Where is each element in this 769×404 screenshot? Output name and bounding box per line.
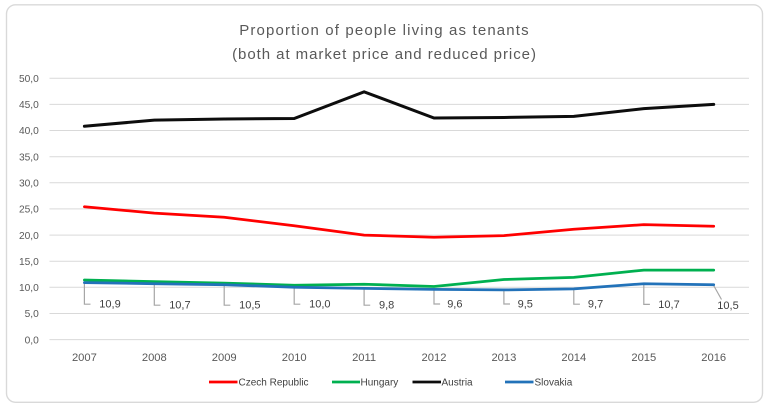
- svg-text:2007: 2007: [72, 352, 97, 364]
- svg-text:30,0: 30,0: [19, 179, 39, 190]
- svg-text:9,6: 9,6: [447, 299, 462, 311]
- svg-text:25,0: 25,0: [19, 205, 39, 216]
- svg-text:10,9: 10,9: [99, 299, 120, 311]
- svg-text:40,0: 40,0: [19, 126, 39, 137]
- svg-text:50,0: 50,0: [19, 74, 39, 85]
- svg-text:2009: 2009: [212, 352, 237, 364]
- svg-text:10,7: 10,7: [658, 299, 679, 311]
- svg-text:2008: 2008: [142, 352, 167, 364]
- svg-text:10,5: 10,5: [239, 300, 260, 312]
- svg-text:45,0: 45,0: [19, 100, 39, 111]
- svg-text:2012: 2012: [422, 352, 447, 364]
- svg-text:2016: 2016: [701, 352, 726, 364]
- svg-text:Austria: Austria: [442, 378, 474, 389]
- svg-text:10,7: 10,7: [169, 300, 190, 312]
- svg-text:9,7: 9,7: [588, 299, 603, 311]
- svg-text:Proportion of people living as: Proportion of people living as tenants: [239, 22, 530, 39]
- svg-text:10,0: 10,0: [309, 299, 330, 311]
- svg-text:35,0: 35,0: [19, 152, 39, 163]
- svg-text:9,8: 9,8: [379, 300, 394, 312]
- svg-text:10,0: 10,0: [19, 283, 39, 294]
- svg-text:Czech Republic: Czech Republic: [239, 378, 309, 389]
- svg-text:Hungary: Hungary: [361, 378, 399, 389]
- svg-text:2015: 2015: [631, 352, 656, 364]
- svg-text:2014: 2014: [561, 352, 586, 364]
- svg-text:0,0: 0,0: [25, 335, 39, 346]
- svg-text:2010: 2010: [282, 352, 307, 364]
- svg-text:2011: 2011: [352, 352, 376, 364]
- svg-text:20,0: 20,0: [19, 231, 39, 242]
- svg-text:9,5: 9,5: [518, 299, 533, 311]
- svg-text:(both at market price and redu: (both at market price and reduced price): [232, 46, 537, 63]
- svg-text:15,0: 15,0: [19, 257, 39, 268]
- svg-text:10,5: 10,5: [717, 300, 738, 312]
- svg-text:2013: 2013: [491, 352, 516, 364]
- svg-text:5,0: 5,0: [25, 309, 39, 320]
- svg-text:Slovakia: Slovakia: [535, 378, 573, 389]
